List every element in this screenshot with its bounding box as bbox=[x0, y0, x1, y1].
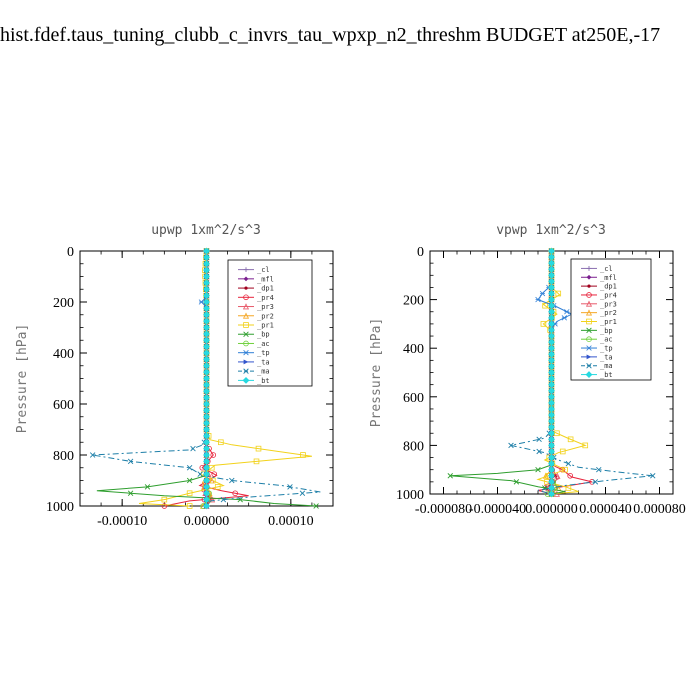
legend-label: _ac bbox=[257, 340, 270, 348]
legend-item: _pr2 bbox=[581, 309, 617, 317]
legend-label: _pr4 bbox=[600, 291, 617, 299]
legend: _cl_mfl_dp1_pr4_pr3_pr2_pr1_bp_ac_tp_ta_… bbox=[570, 258, 652, 381]
legend-item: _ma bbox=[581, 362, 613, 370]
legend-item: _mfl bbox=[238, 275, 274, 283]
series-line bbox=[510, 251, 653, 495]
page-title: hist.fdef.taus_tuning_clubb_c_invrs_tau_… bbox=[0, 24, 661, 46]
y-tick-label: 600 bbox=[403, 391, 424, 406]
legend-label: _pr2 bbox=[257, 312, 274, 320]
y-tick-label: 200 bbox=[403, 294, 424, 309]
legend-item: _pr1 bbox=[238, 322, 274, 330]
y-tick-label: 600 bbox=[53, 398, 74, 413]
legend-label: _dp1 bbox=[257, 285, 274, 293]
y-tick-label: 400 bbox=[403, 342, 424, 357]
legend-item: _ma bbox=[238, 368, 270, 376]
series-bt bbox=[548, 247, 555, 498]
y-axis-label: Pressure [hPa] bbox=[15, 324, 30, 434]
legend-item: _ac bbox=[581, 336, 613, 344]
x-tick-label: -0.000040 bbox=[469, 502, 526, 517]
legend-label: _mfl bbox=[600, 274, 617, 282]
legend-label: _pr4 bbox=[257, 294, 274, 302]
legend-label: _ta bbox=[257, 358, 270, 366]
legend-item: _pr2 bbox=[238, 312, 274, 320]
legend-label: _bp bbox=[600, 327, 613, 335]
legend-item: _pr4 bbox=[238, 294, 274, 302]
legend-label: _pr2 bbox=[600, 309, 617, 317]
legend-item: _dp1 bbox=[238, 285, 274, 293]
legend-item: _ta bbox=[238, 358, 270, 366]
legend-label: _ta bbox=[600, 353, 613, 361]
legend-item: _ta bbox=[581, 353, 613, 361]
x-tick-label: 0.000040 bbox=[579, 502, 632, 517]
legend-box bbox=[570, 258, 652, 381]
legend-item: _bt bbox=[238, 377, 270, 385]
legend-label: _cl bbox=[600, 265, 613, 273]
legend-label: _tp bbox=[257, 349, 270, 357]
legend-item: _pr1 bbox=[581, 318, 617, 326]
legend-label: _bt bbox=[257, 377, 270, 385]
legend-item: _dp1 bbox=[581, 283, 617, 291]
y-tick-label: 0 bbox=[417, 245, 424, 260]
legend-item: _cl bbox=[238, 266, 270, 274]
legend-label: _cl bbox=[257, 266, 270, 274]
x-tick-label: 0.000080 bbox=[633, 502, 686, 517]
legend-label: _ma bbox=[600, 362, 613, 370]
legend-label: _bp bbox=[257, 331, 270, 339]
y-tick-label: 800 bbox=[53, 449, 74, 464]
legend-label: _bt bbox=[600, 371, 613, 379]
legend-item: _mfl bbox=[581, 274, 617, 282]
legend-label: _pr3 bbox=[257, 303, 274, 311]
chart-panel-1: upwp 1xm^2/s^3 Pressure [hPa] 0 200 400 600 80… bbox=[15, 223, 334, 529]
y-tick-label: 1000 bbox=[396, 488, 424, 503]
y-axis-label: Pressure [hPa] bbox=[369, 318, 384, 428]
series-line bbox=[92, 251, 321, 507]
x-tick-label: -0.000080 bbox=[415, 502, 472, 517]
legend-label: _tp bbox=[600, 345, 613, 353]
legend-box bbox=[227, 259, 313, 387]
x-tick-label: -0.00010 bbox=[97, 514, 147, 529]
series-line bbox=[96, 251, 317, 507]
y-tick-label: 800 bbox=[403, 439, 424, 454]
legend-item: _ac bbox=[238, 340, 270, 348]
legend-item: _pr4 bbox=[581, 291, 617, 299]
series-bt bbox=[203, 247, 210, 510]
legend-item: _pr3 bbox=[238, 303, 274, 311]
chart-title: upwp 1xm^2/s^3 bbox=[151, 223, 261, 238]
legend-label: _pr1 bbox=[257, 322, 274, 330]
legend-item: _bt bbox=[581, 371, 613, 379]
legend-item: _cl bbox=[581, 265, 613, 273]
legend-item: _tp bbox=[238, 349, 270, 357]
chart-title: vpwp 1xm^2/s^3 bbox=[496, 223, 606, 238]
legend-label: _dp1 bbox=[600, 283, 617, 291]
y-tick-label: 1000 bbox=[46, 500, 74, 515]
y-tick-label: 400 bbox=[53, 347, 74, 362]
x-tick-label: 0.00000 bbox=[184, 514, 230, 529]
chart-panel-2: vpwp 1xm^2/s^3 Pressure [hPa] 0 200 400 600 80… bbox=[369, 223, 686, 517]
y-tick-label: 0 bbox=[67, 245, 74, 260]
legend-label: _ac bbox=[600, 336, 613, 344]
x-tick-label: 0.000000 bbox=[525, 502, 578, 517]
legend-label: _pr3 bbox=[600, 300, 617, 308]
legend-label: _pr1 bbox=[600, 318, 617, 326]
legend-item: _pr3 bbox=[581, 300, 617, 308]
legend-item: _tp bbox=[581, 345, 613, 353]
legend-label: _ma bbox=[257, 368, 270, 376]
legend: _cl_mfl _dp1_pr4_pr3_pr2 _pr1_bp_ac_tp_ta _… bbox=[227, 259, 313, 387]
x-tick-label: 0.00010 bbox=[268, 514, 314, 529]
legend-label: _mfl bbox=[257, 275, 274, 283]
legend-item: _bp bbox=[238, 331, 270, 339]
legend-item: _bp bbox=[581, 327, 613, 335]
y-tick-label: 200 bbox=[53, 296, 74, 311]
